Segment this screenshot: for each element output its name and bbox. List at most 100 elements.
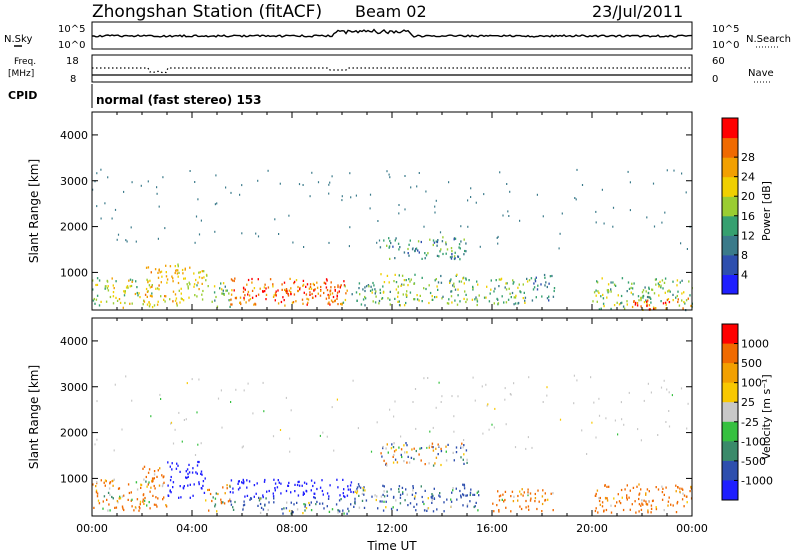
heatmap-cell <box>220 282 222 285</box>
heatmap-cell <box>328 296 330 300</box>
heatmap-cell <box>170 475 172 479</box>
heatmap-cell <box>395 448 397 452</box>
heatmap-cell <box>483 296 486 299</box>
heatmap-cell <box>680 387 683 390</box>
heatmap-cell <box>445 241 447 244</box>
heatmap-cell <box>124 291 126 294</box>
heatmap-cell <box>274 292 277 295</box>
heatmap-cell <box>638 497 640 501</box>
heatmap-cell <box>227 500 230 503</box>
beam-label: Beam 02 <box>355 2 427 21</box>
heatmap-cell <box>622 508 625 512</box>
heatmap-cell <box>95 485 97 488</box>
heatmap-cell <box>287 484 290 487</box>
heatmap-cell <box>283 281 286 284</box>
heatmap-cell <box>369 289 372 292</box>
heatmap-cell <box>418 299 420 302</box>
heatmap-cell <box>650 391 652 394</box>
heatmap-cell <box>117 501 119 504</box>
heatmap-cell <box>342 478 344 481</box>
heatmap-cell <box>601 501 604 504</box>
heatmap-cell <box>404 208 406 211</box>
heatmap-cell <box>364 289 366 293</box>
heatmap-cell <box>610 307 612 310</box>
heatmap-cell <box>498 278 501 281</box>
heatmap-cell <box>486 404 488 407</box>
heatmap-cell <box>189 266 191 269</box>
heatmap-cell <box>104 202 106 205</box>
heatmap-cell <box>328 510 331 513</box>
heatmap-cell <box>342 492 344 495</box>
heatmap-cell <box>167 484 169 487</box>
heatmap-cell <box>243 389 245 392</box>
heatmap-cell <box>258 496 260 499</box>
heatmap-cell <box>378 239 381 242</box>
heatmap-cell <box>164 227 166 230</box>
heatmap-cell <box>598 291 600 294</box>
heatmap-cell <box>355 291 358 294</box>
heatmap-cell <box>420 447 423 450</box>
heatmap-cell <box>513 495 515 498</box>
heatmap-cell <box>465 242 467 245</box>
heatmap-cell <box>243 298 245 301</box>
heatmap-cell <box>179 485 181 488</box>
heatmap-cell <box>445 243 447 246</box>
heatmap-cell <box>687 402 689 405</box>
heatmap-cell <box>189 496 191 499</box>
heatmap-cell <box>501 498 503 501</box>
heatmap-cell <box>388 173 390 176</box>
heatmap-cell <box>131 399 133 402</box>
heatmap-cell <box>506 183 508 185</box>
heatmap-cell <box>265 293 268 296</box>
heatmap-cell <box>201 270 203 273</box>
heatmap-cell <box>638 483 640 486</box>
heatmap-cell <box>260 497 262 500</box>
heatmap-cell <box>188 296 190 299</box>
heatmap-cell <box>358 485 360 488</box>
heatmap-cell <box>307 298 310 301</box>
heatmap-cell <box>405 279 407 282</box>
heatmap-cell <box>169 479 172 482</box>
heatmap-cell <box>350 481 353 484</box>
heatmap-cell <box>626 496 628 499</box>
heatmap-cell <box>281 283 283 286</box>
heatmap-cell <box>642 503 644 506</box>
date-label: 23/Jul/2011 <box>592 2 683 21</box>
heatmap-cell <box>359 486 362 489</box>
heatmap-cell <box>96 277 99 280</box>
heatmap-cell <box>124 290 126 293</box>
heatmap-cell <box>149 507 151 510</box>
heatmap-cell <box>225 289 227 292</box>
heatmap-cell <box>664 277 667 280</box>
heatmap-cell <box>263 410 265 413</box>
heatmap-cell <box>131 181 133 184</box>
heatmap-cell <box>600 295 602 298</box>
heatmap-cell <box>220 389 222 392</box>
heatmap-cell <box>266 490 268 493</box>
heatmap-cell <box>424 463 426 466</box>
colorbar-tick-label: 24 <box>741 171 755 184</box>
heatmap-cell <box>243 296 245 299</box>
heatmap-cell <box>392 455 394 458</box>
heatmap-cell <box>109 493 111 496</box>
heatmap-cell <box>143 502 145 505</box>
heatmap-cell <box>497 235 499 238</box>
heatmap-cell <box>685 191 687 194</box>
heatmap-cell <box>688 280 690 283</box>
heatmap-cell <box>389 257 391 260</box>
heatmap-cell <box>153 473 156 476</box>
heatmap-cell <box>374 292 376 295</box>
heatmap-cell <box>305 482 308 485</box>
heatmap-cell <box>104 287 106 290</box>
heatmap-cell <box>180 496 182 499</box>
heatmap-cell <box>290 491 292 494</box>
heatmap-cell <box>309 195 311 198</box>
heatmap-cell <box>434 296 436 299</box>
heatmap-cell <box>383 239 385 242</box>
heatmap-cell <box>119 497 122 500</box>
heatmap-cell <box>476 298 478 301</box>
heatmap-cell <box>385 506 387 509</box>
heatmap-cell <box>428 284 430 287</box>
heatmap-cell <box>485 383 487 386</box>
heatmap-cell <box>309 285 312 288</box>
